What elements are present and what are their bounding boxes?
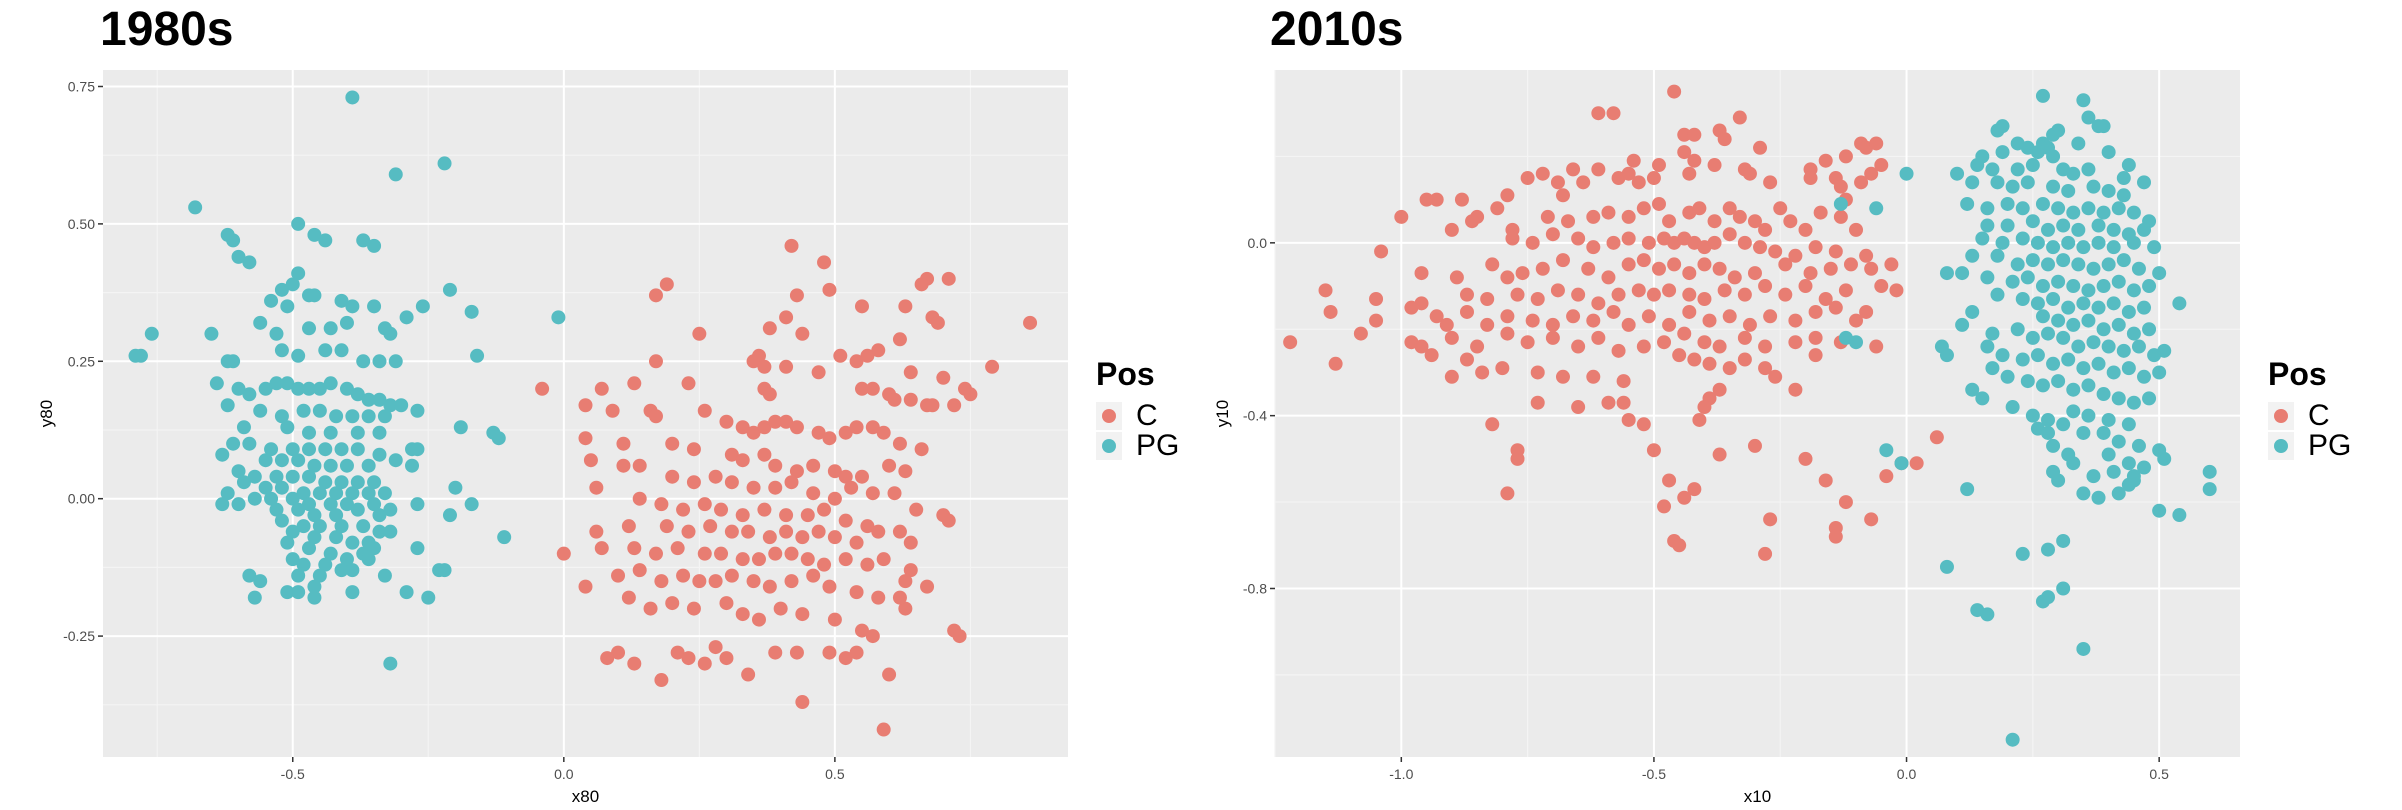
x-tick-label: 0.5 xyxy=(2149,766,2169,782)
y-tick-label: 0.75 xyxy=(68,78,95,94)
x-tick-label: 0.0 xyxy=(1897,766,1917,782)
y-axis-label: y10 xyxy=(1213,400,1232,427)
scatter-plot-1980s: -0.5 0.0 0.5 -0.25 0.00 0.25 0.50 0.75 x80 y80 xyxy=(37,70,1068,806)
x-tick-label: 0.5 xyxy=(825,766,845,782)
legend-item-pg: PG xyxy=(1096,429,1179,462)
x-tick-label: -1.0 xyxy=(1389,766,1413,782)
legend-dot-c-icon xyxy=(2274,409,2288,423)
plot-panel xyxy=(103,70,1068,757)
y-tick-label: -0.8 xyxy=(1243,580,1267,596)
y-tick-label: 0.50 xyxy=(68,216,95,232)
y-tick-label: 0.0 xyxy=(1248,235,1268,251)
y-axis-label: y80 xyxy=(37,400,56,427)
legend-item-pg: PG xyxy=(2268,429,2351,462)
y-tick-label: 0.00 xyxy=(68,491,95,507)
y-tick-label: -0.25 xyxy=(63,628,95,644)
x-tick-label: 0.0 xyxy=(554,766,574,782)
plot-panel xyxy=(1275,70,2240,757)
series-pg xyxy=(1833,88,2217,747)
legend-dot-pg-icon xyxy=(1102,439,1116,453)
chart-title-2010s: 2010s xyxy=(1270,3,1404,56)
x-axis-label: x80 xyxy=(572,787,599,806)
series-c xyxy=(535,238,1038,737)
legend-title: Pos xyxy=(2268,356,2327,392)
y-tick-label: 0.25 xyxy=(68,353,95,369)
chart-title-1980s: 1980s xyxy=(100,3,234,56)
legend-dot-pg-icon xyxy=(2274,439,2288,453)
legend-2010s: Pos C PG xyxy=(2268,356,2351,462)
series-pg xyxy=(128,90,566,671)
legend-item-c: C xyxy=(2268,399,2351,432)
y-tick-label: -0.4 xyxy=(1243,408,1267,424)
legend-item-c: C xyxy=(1096,399,1179,432)
legend-1980s: Pos C PG xyxy=(1096,356,1179,462)
scatter-plot-2010s: -1.0 -0.5 0.0 0.5 -0.8 -0.4 0.0 x10 y10 xyxy=(1213,70,2240,806)
legend-dot-c-icon xyxy=(1102,409,1116,423)
x-tick-label: -0.5 xyxy=(281,766,305,782)
x-tick-label: -0.5 xyxy=(1642,766,1666,782)
series-c xyxy=(1283,84,1944,561)
legend-title: Pos xyxy=(1096,356,1155,392)
x-axis-label: x10 xyxy=(1744,787,1771,806)
